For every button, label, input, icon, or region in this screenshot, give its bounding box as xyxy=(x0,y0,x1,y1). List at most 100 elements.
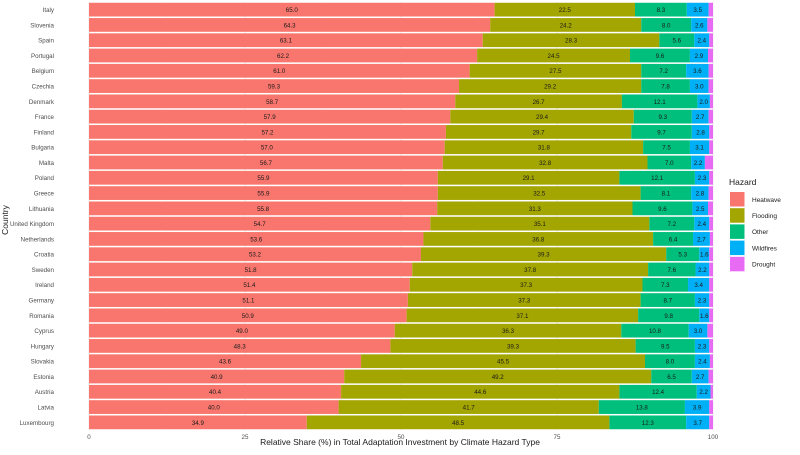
bar-segment-drought xyxy=(708,109,713,124)
bar-value-label: 35.1 xyxy=(534,221,547,228)
legend: Hazard Heatwave Flooding Other Wildfires Dro… xyxy=(729,177,781,272)
bar-value-label: 1.6 xyxy=(700,252,709,259)
bar-segment-heatwave xyxy=(89,277,410,292)
bar-segment-wildfires xyxy=(699,308,710,323)
x-tick-label: 100 xyxy=(708,434,719,441)
bar-segment-flooding xyxy=(407,293,641,307)
bar-segment-wildfires xyxy=(691,186,709,200)
bar-value-label: 39.3 xyxy=(538,252,551,259)
bar-segment-drought xyxy=(709,354,713,369)
bar-segment-drought xyxy=(708,201,713,216)
bar-value-label: 28.3 xyxy=(565,38,578,45)
y-tick-label: Malta xyxy=(39,160,55,167)
bar-value-label: 7.3 xyxy=(661,282,670,289)
y-tick-label: United Kingdom xyxy=(10,221,54,228)
bar-value-label: 34.9 xyxy=(192,420,205,427)
bar-segment-flooding xyxy=(490,18,642,32)
bar-segment-heatwave xyxy=(89,170,438,185)
bar-value-label: 29.7 xyxy=(533,129,546,136)
bar-segment-other xyxy=(647,155,692,170)
bar-value-label: 3.4 xyxy=(694,282,703,289)
bar-segment-heatwave xyxy=(89,48,478,63)
bar-value-label: 7.0 xyxy=(665,160,674,167)
y-tick-label: Italy xyxy=(43,7,55,14)
bar-segment-wildfires xyxy=(689,79,709,93)
bar-value-label: 2.4 xyxy=(697,221,706,228)
bar-value-label: 43.6 xyxy=(219,359,232,366)
bar-segment-drought xyxy=(708,186,713,200)
bar-segment-heatwave xyxy=(89,415,307,430)
bar-value-label: 2.4 xyxy=(697,38,706,45)
bar-value-label: 39.3 xyxy=(507,343,520,350)
bar-value-label: 2.3 xyxy=(698,297,707,304)
bar-segment-drought xyxy=(708,369,713,384)
y-tick-label: Portugal xyxy=(31,53,54,60)
bar-value-label: 41.7 xyxy=(463,404,476,411)
legend-title: Hazard xyxy=(729,177,757,187)
legend-swatch-drought xyxy=(730,256,745,272)
bar-value-label: 49.0 xyxy=(236,328,249,335)
bar-value-label: 7.5 xyxy=(662,145,671,152)
bar-value-label: 7.2 xyxy=(668,221,677,228)
bar-segment-other xyxy=(641,63,687,78)
bar-segment-heatwave xyxy=(89,384,342,399)
bar-segment-heatwave xyxy=(89,400,339,414)
bar-segment-other xyxy=(644,354,695,369)
y-tick-label: Austria xyxy=(35,389,55,396)
bar-value-label: 65.0 xyxy=(286,7,299,14)
bar-value-label: 56.7 xyxy=(260,160,273,167)
bar-value-label: 9.7 xyxy=(657,129,666,136)
bar-segment-wildfires xyxy=(686,2,709,17)
bar-segment-wildfires xyxy=(699,247,710,262)
bar-segment-drought xyxy=(708,63,713,78)
legend-label-other: Other xyxy=(752,229,769,236)
bar-value-label: 22.5 xyxy=(559,7,572,14)
bar-value-label: 3.5 xyxy=(693,7,702,14)
bar-segment-flooding xyxy=(409,277,643,292)
x-tick-labels: 0 25 50 75 100 xyxy=(87,434,718,441)
bar-segment-heatwave xyxy=(89,216,431,231)
bar-value-label: 37.1 xyxy=(516,313,529,320)
bar-segment-wildfires xyxy=(684,400,710,414)
bar-segment-wildfires xyxy=(686,415,710,430)
bar-value-label: 2.3 xyxy=(698,343,707,350)
bar-segment-flooding xyxy=(437,186,641,200)
bar-segment-other xyxy=(638,308,700,323)
y-tick-label: Czechia xyxy=(32,83,55,90)
bar-value-label: 29.1 xyxy=(523,175,536,182)
bar-segment-wildfires xyxy=(689,48,709,63)
bar-value-label: 58.7 xyxy=(266,99,279,106)
bar-segment-wildfires xyxy=(694,354,710,369)
bar-value-label: 24.2 xyxy=(560,22,573,29)
bar-segment-other xyxy=(619,384,697,399)
bar-value-label: 27.5 xyxy=(549,68,562,75)
bar-value-label: 3.1 xyxy=(695,145,704,152)
bar-value-label: 9.6 xyxy=(656,53,665,60)
y-tick-label: Belgium xyxy=(32,68,54,75)
x-tick-label: 0 xyxy=(87,434,91,441)
legend-swatch-heatwave xyxy=(730,192,745,207)
legend-label-heatwave: Heatwave xyxy=(752,197,781,204)
bar-value-label: 53.2 xyxy=(249,252,262,259)
bar-value-label: 51.8 xyxy=(245,267,258,274)
x-tick-label: 50 xyxy=(398,434,405,441)
bar-segment-flooding xyxy=(341,384,620,399)
bar-segment-flooding xyxy=(423,232,654,246)
bar-value-label: 31.3 xyxy=(529,206,542,213)
bar-segment-drought xyxy=(710,384,713,399)
bar-segment-drought xyxy=(707,323,713,338)
bar-segment-drought xyxy=(709,140,713,155)
bar-value-label: 13.8 xyxy=(636,404,649,411)
bar-segment-heatwave xyxy=(89,201,438,216)
bar-segment-wildfires xyxy=(691,155,705,170)
bars-layer xyxy=(89,2,713,430)
bar-value-label: 1.6 xyxy=(700,313,709,320)
bar-segment-drought xyxy=(709,247,713,262)
bar-value-label: 12.1 xyxy=(651,175,664,182)
bar-segment-flooding xyxy=(437,201,633,216)
bar-value-label: 51.4 xyxy=(243,282,256,289)
bar-segment-drought xyxy=(709,415,713,430)
bar-segment-other xyxy=(640,186,692,200)
bar-value-label: 2.8 xyxy=(696,129,705,136)
